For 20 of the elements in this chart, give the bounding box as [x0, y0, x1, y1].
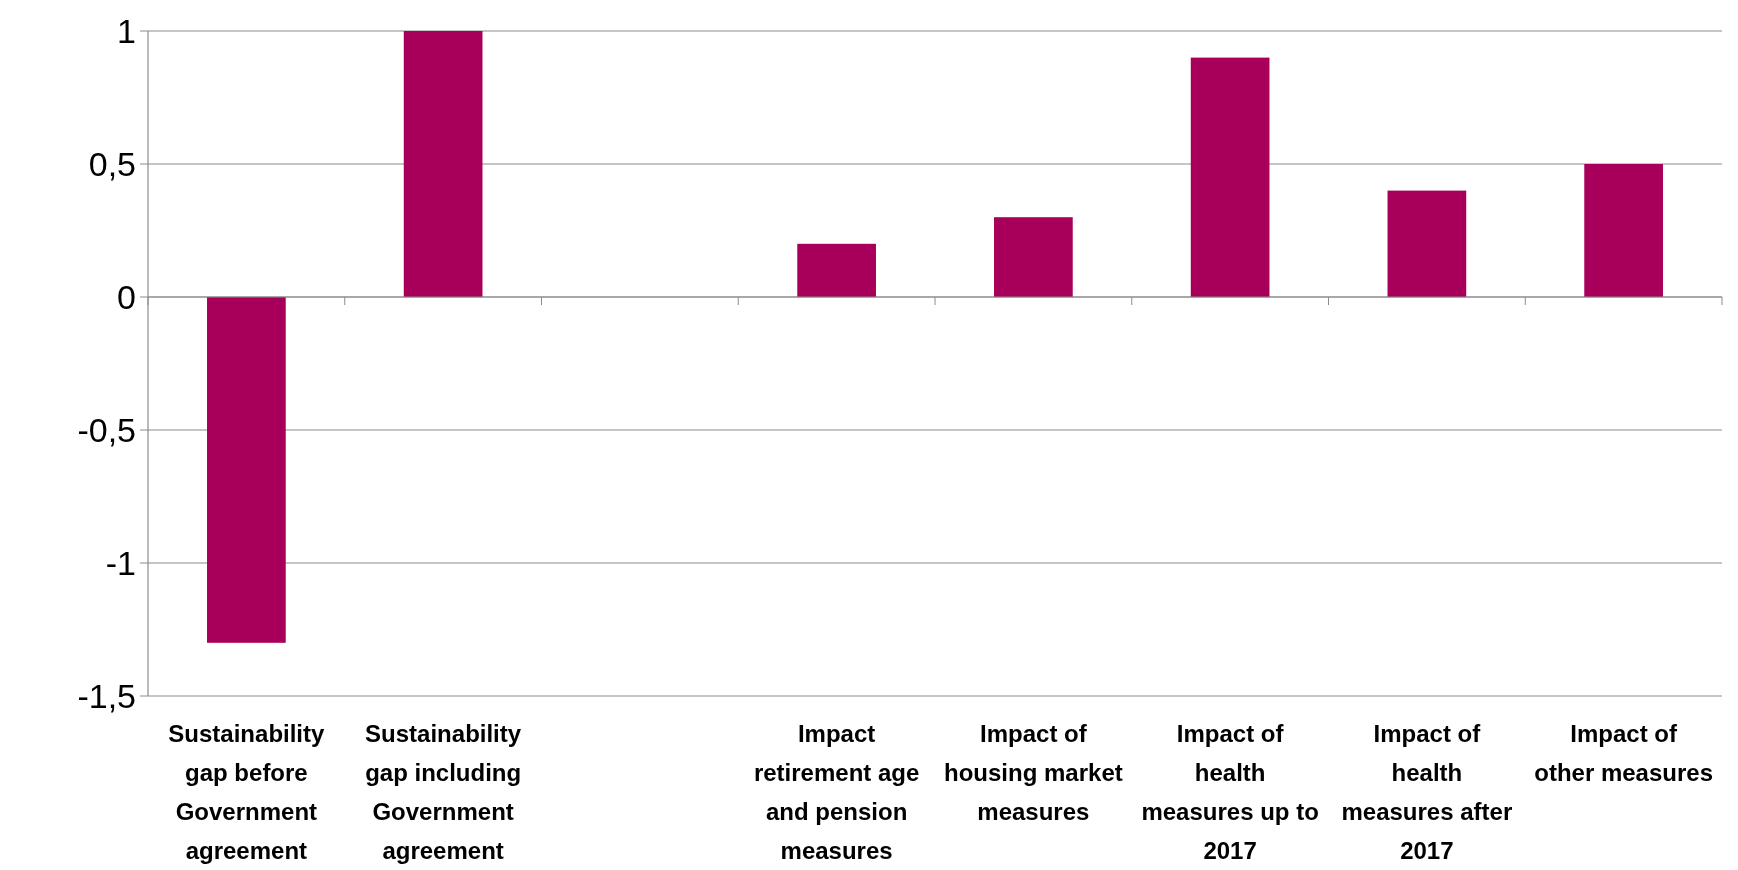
y-tick-label: -1 [105, 543, 136, 582]
x-tick-label: Impact retirement age and pension measures [753, 720, 920, 864]
bar [207, 297, 286, 643]
bar [994, 217, 1073, 297]
y-tick-label: 0,5 [88, 144, 136, 183]
bar [1190, 57, 1270, 297]
x-tick-label: Impact of health measures after 2017 [1341, 720, 1513, 864]
x-tick-label: Sustainability gap including Government agreement [365, 720, 522, 864]
bar [797, 243, 876, 297]
y-tick-label: 0 [117, 277, 136, 316]
x-tick-label: Impact of other measures [1534, 720, 1713, 786]
y-tick-label: 1 [117, 11, 136, 50]
bar [1584, 164, 1663, 297]
bar [1387, 190, 1467, 297]
x-tick-label: Sustainability gap before Government agreement [168, 720, 326, 864]
bar [403, 31, 483, 297]
x-tick-label: Impact of housing market measures [944, 720, 1123, 825]
x-tick-label: Impact of health measures up to 2017 [1141, 720, 1319, 864]
y-tick-label: -1,5 [77, 676, 136, 715]
y-tick-label: -0,5 [77, 410, 136, 449]
